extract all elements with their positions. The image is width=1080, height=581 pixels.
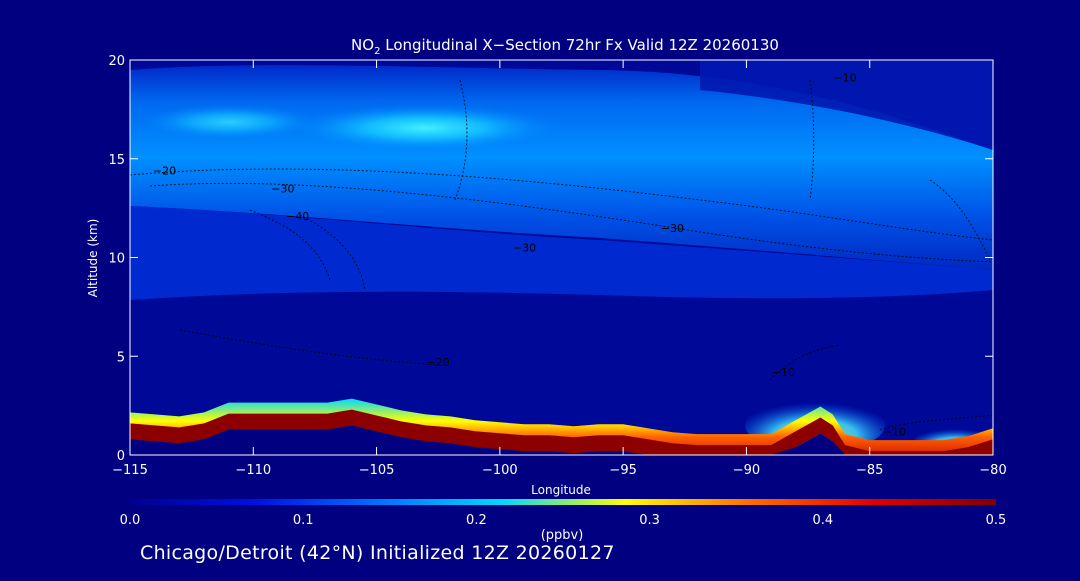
colorbar-tick-label: 0.5 — [986, 513, 1007, 528]
colorbar-tick-label: 0.0 — [120, 513, 141, 528]
contour-label: −30 — [661, 222, 684, 235]
bright-upper-core — [290, 104, 560, 152]
x-tick-label: −100 — [482, 463, 518, 478]
x-tick-label: −110 — [235, 463, 271, 478]
y-tick-label: 20 — [108, 54, 125, 69]
contour-label: −10 — [772, 366, 795, 379]
y-axis: 0 5 10 15 20 — [108, 54, 993, 464]
colorbar-tick-label: 0.1 — [293, 513, 314, 528]
x-tick-label: −85 — [856, 463, 883, 478]
contour-line — [179, 329, 441, 366]
chart-title: NO2 Longitudinal X−Section 72hr Fx Valid… — [351, 36, 779, 57]
x-tick-label: −95 — [609, 463, 636, 478]
colorbar-tick-label: 0.4 — [812, 513, 833, 528]
contour-line — [130, 168, 993, 241]
bright-upper-core-left — [140, 104, 320, 140]
high-altitude-dark-region — [700, 60, 993, 150]
contour-label: −10 — [883, 425, 906, 438]
concentration-field — [130, 60, 993, 455]
contour-labels: −20 −30 −40 −30 −30 −20 −10 −10 −10 — [153, 72, 906, 439]
contour-line — [879, 414, 993, 431]
x-axis: −115 −110 −105 −100 −95 −90 −85 −80 — [112, 60, 1007, 478]
x-axis-label: Longitude — [531, 483, 591, 497]
contour-label: −40 — [286, 210, 309, 223]
contour-label: −20 — [427, 356, 450, 369]
y-tick-label: 0 — [117, 449, 125, 464]
contour-label: −30 — [513, 242, 536, 255]
contour-label: −10 — [833, 72, 856, 85]
surface-max-concentration — [130, 409, 993, 455]
mid-blue-region — [130, 206, 993, 300]
y-tick-label: 15 — [108, 153, 125, 168]
contour-line — [769, 344, 841, 381]
contour-line — [249, 209, 331, 281]
colorbar-tick-label: 0.2 — [466, 513, 487, 528]
colorbar — [130, 499, 996, 505]
x-tick-label: −115 — [112, 463, 148, 478]
colorbar-label: (ppbv) — [541, 528, 584, 543]
init-caption: Chicago/Detroit (42°N) Initialized 12Z 2… — [140, 542, 615, 564]
contour-line — [809, 79, 815, 201]
colorbar-ticks: 0.0 0.1 0.2 0.3 0.4 0.5 — [120, 513, 1007, 528]
y-axis-label: Altitude (km) — [86, 219, 100, 298]
y-tick-label: 10 — [108, 252, 125, 267]
contour-label: −20 — [153, 165, 176, 178]
contour-line — [454, 79, 468, 201]
contour-label: −30 — [271, 182, 294, 195]
x-tick-label: −105 — [359, 463, 395, 478]
contour-lines — [130, 79, 993, 431]
x-tick-label: −80 — [979, 463, 1006, 478]
contour-line — [299, 214, 366, 291]
terrain-mask — [130, 425, 993, 455]
x-tick-label: −90 — [733, 463, 760, 478]
colorbar-tick-label: 0.3 — [639, 513, 660, 528]
y-tick-label: 5 — [117, 350, 125, 365]
